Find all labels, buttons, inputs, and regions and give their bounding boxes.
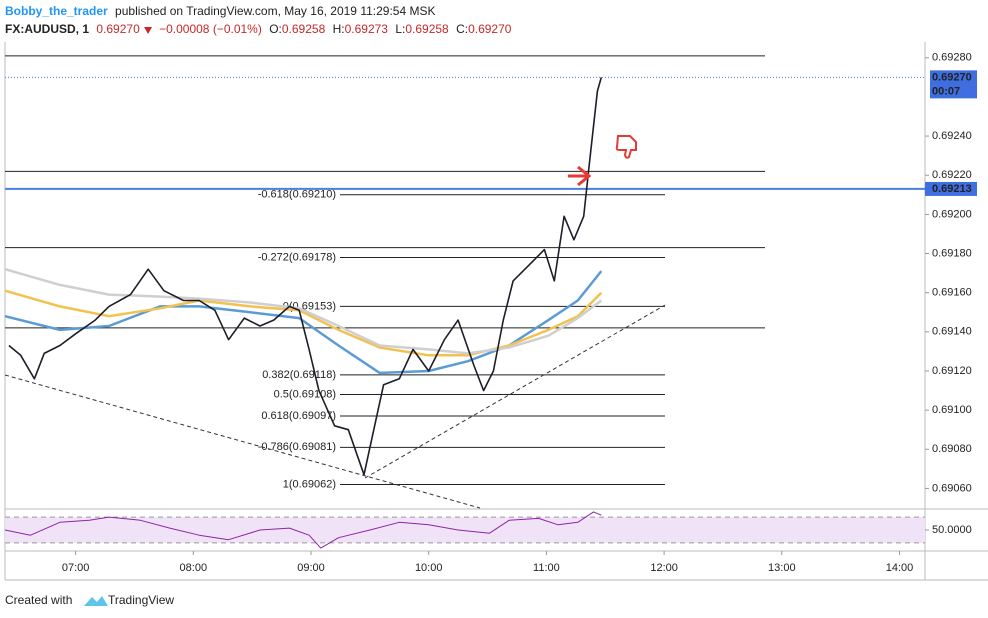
x-tick-label: 08:00	[180, 562, 208, 574]
y-tick-label: 0.69220	[932, 169, 972, 181]
logo	[84, 596, 108, 606]
series-line	[4, 511, 602, 549]
y-tick-label: 0.69180	[932, 247, 972, 259]
y-tick-label: 0.69200	[932, 208, 972, 220]
footer-brand[interactable]: TradingView	[108, 593, 174, 607]
close-label: C:	[456, 22, 468, 36]
down-triangle	[144, 27, 153, 34]
x-tick-label: 11:00	[533, 562, 560, 574]
x-tick-label: 13:00	[768, 562, 796, 574]
fib-label: 0.618(0.69097)	[261, 410, 336, 422]
footer-text: Created with	[5, 593, 72, 607]
last: 0.69270	[96, 22, 140, 36]
x-tick-label: 10:00	[415, 562, 443, 574]
fib-label: 0.5(0.69108)	[274, 388, 336, 400]
y-tick-label: 0.69100	[932, 404, 972, 416]
close: 0.69270	[468, 22, 512, 36]
y-tick-label: 0.69080	[932, 443, 972, 455]
low: 0.69258	[405, 22, 449, 36]
x-tick-label: 09:00	[297, 562, 325, 574]
y-tick-label: 0.69240	[932, 130, 972, 142]
series-line	[8, 77, 603, 476]
price-label: 0.69270	[932, 71, 972, 83]
alert-label-box	[925, 181, 977, 196]
x-tick-label: 14:00	[886, 562, 914, 574]
x-tick-label: 12:00	[650, 562, 678, 574]
trend-line	[364, 304, 666, 479]
y-tick-label: 0.69140	[932, 326, 972, 338]
symbol: FX:AUDUSD, 1	[5, 22, 89, 36]
series-line	[4, 270, 603, 375]
alert-label: 0.69213	[932, 183, 972, 195]
y-tick-label: 50.0000	[932, 524, 972, 536]
price-timer: 00:07	[932, 85, 960, 97]
fib-label: 0.382(0.69118)	[262, 369, 336, 381]
header: Bobby_the_trader published on TradingVie…	[5, 4, 435, 18]
arrow-annotation	[568, 165, 592, 187]
y-tick-label: 0.69060	[932, 482, 972, 494]
y-tick-label: 0.69280	[932, 52, 972, 64]
fib-label: -0.618(0.69210)	[258, 189, 336, 201]
low-label: L:	[395, 22, 405, 36]
fib-label: -0.786(0.69081)	[258, 441, 336, 453]
price-label-box	[930, 70, 977, 99]
open-label: O:	[269, 22, 282, 36]
y-tick-label: 0.69120	[932, 365, 972, 377]
fib-label: -0.272(0.69178)	[258, 251, 336, 263]
series-line	[4, 267, 603, 355]
fib-label: 1(0.69062)	[283, 478, 336, 490]
trend-line	[4, 374, 481, 509]
legend: FX:AUDUSD, 1 0.69270 −0.00008 (−0.01%) O…	[5, 22, 512, 36]
open: 0.69258	[282, 22, 326, 36]
thumbs-down-icon	[615, 135, 637, 159]
high-label: H:	[333, 22, 345, 36]
y-tick-label: 0.69160	[932, 287, 972, 299]
high: 0.69273	[345, 22, 389, 36]
x-tick-label: 07:00	[62, 562, 90, 574]
published: published on TradingView.com, May 16, 20…	[115, 4, 435, 18]
rsi-band	[5, 517, 925, 543]
author[interactable]: Bobby_the_trader	[5, 4, 108, 18]
series-line	[4, 289, 603, 357]
change: −0.00008 (−0.01%)	[159, 22, 262, 36]
